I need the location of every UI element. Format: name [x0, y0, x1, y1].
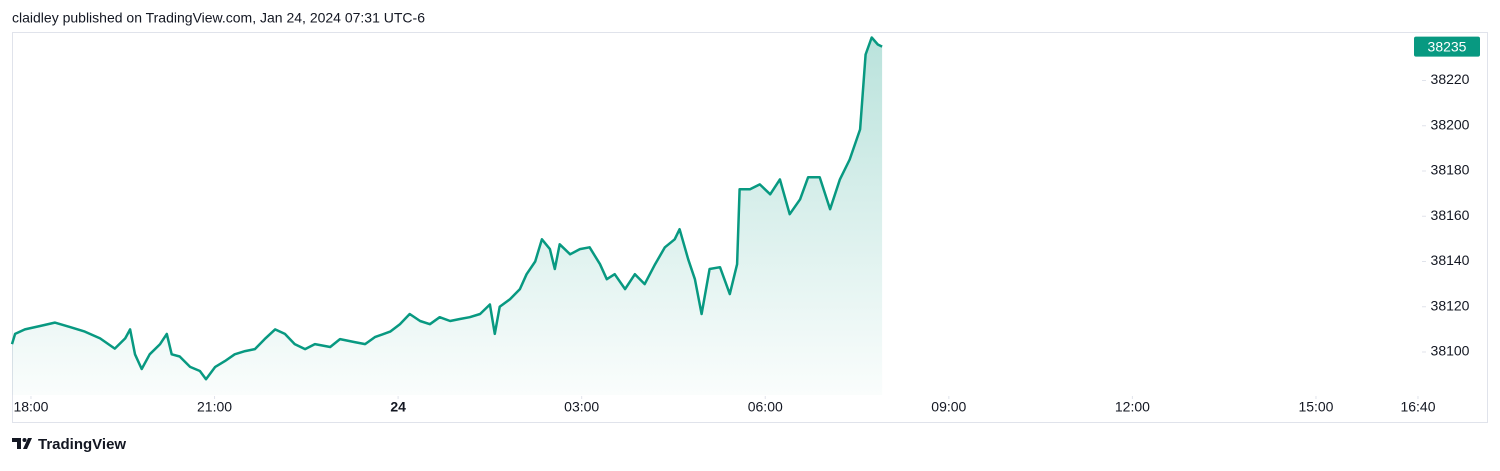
chart-frame	[12, 32, 1488, 423]
brand: TradingView	[38, 436, 126, 453]
x-tick-label: 12:00	[1115, 399, 1150, 415]
x-tick-label: 21:00	[197, 399, 232, 415]
x-tick-label: 16:40	[1400, 399, 1435, 415]
x-tick-label: 24	[390, 399, 406, 415]
y-tick-label: 38160	[1431, 207, 1470, 223]
y-tick-label: 38200	[1431, 116, 1470, 132]
y-tick-label: 38180	[1431, 162, 1470, 178]
y-tick-label: 38140	[1431, 252, 1470, 268]
x-tick-label: 18:00	[13, 399, 48, 415]
x-tick-label: 15:00	[1298, 399, 1333, 415]
logo	[12, 438, 32, 449]
x-tick-label: 06:00	[748, 399, 783, 415]
last-price-label: 38235	[1428, 38, 1467, 54]
last-price-tag	[1414, 36, 1480, 57]
x-tick-label: 03:00	[564, 399, 599, 415]
y-tick-label: 38120	[1431, 297, 1470, 313]
price-line	[10, 36, 883, 381]
x-tick-label: 09:00	[931, 399, 966, 415]
y-tick-label: 38220	[1431, 71, 1470, 87]
header-text: claidley published on TradingView.com, J…	[12, 10, 425, 26]
area-fill	[12, 37, 883, 395]
y-tick-label: 38100	[1431, 343, 1470, 359]
